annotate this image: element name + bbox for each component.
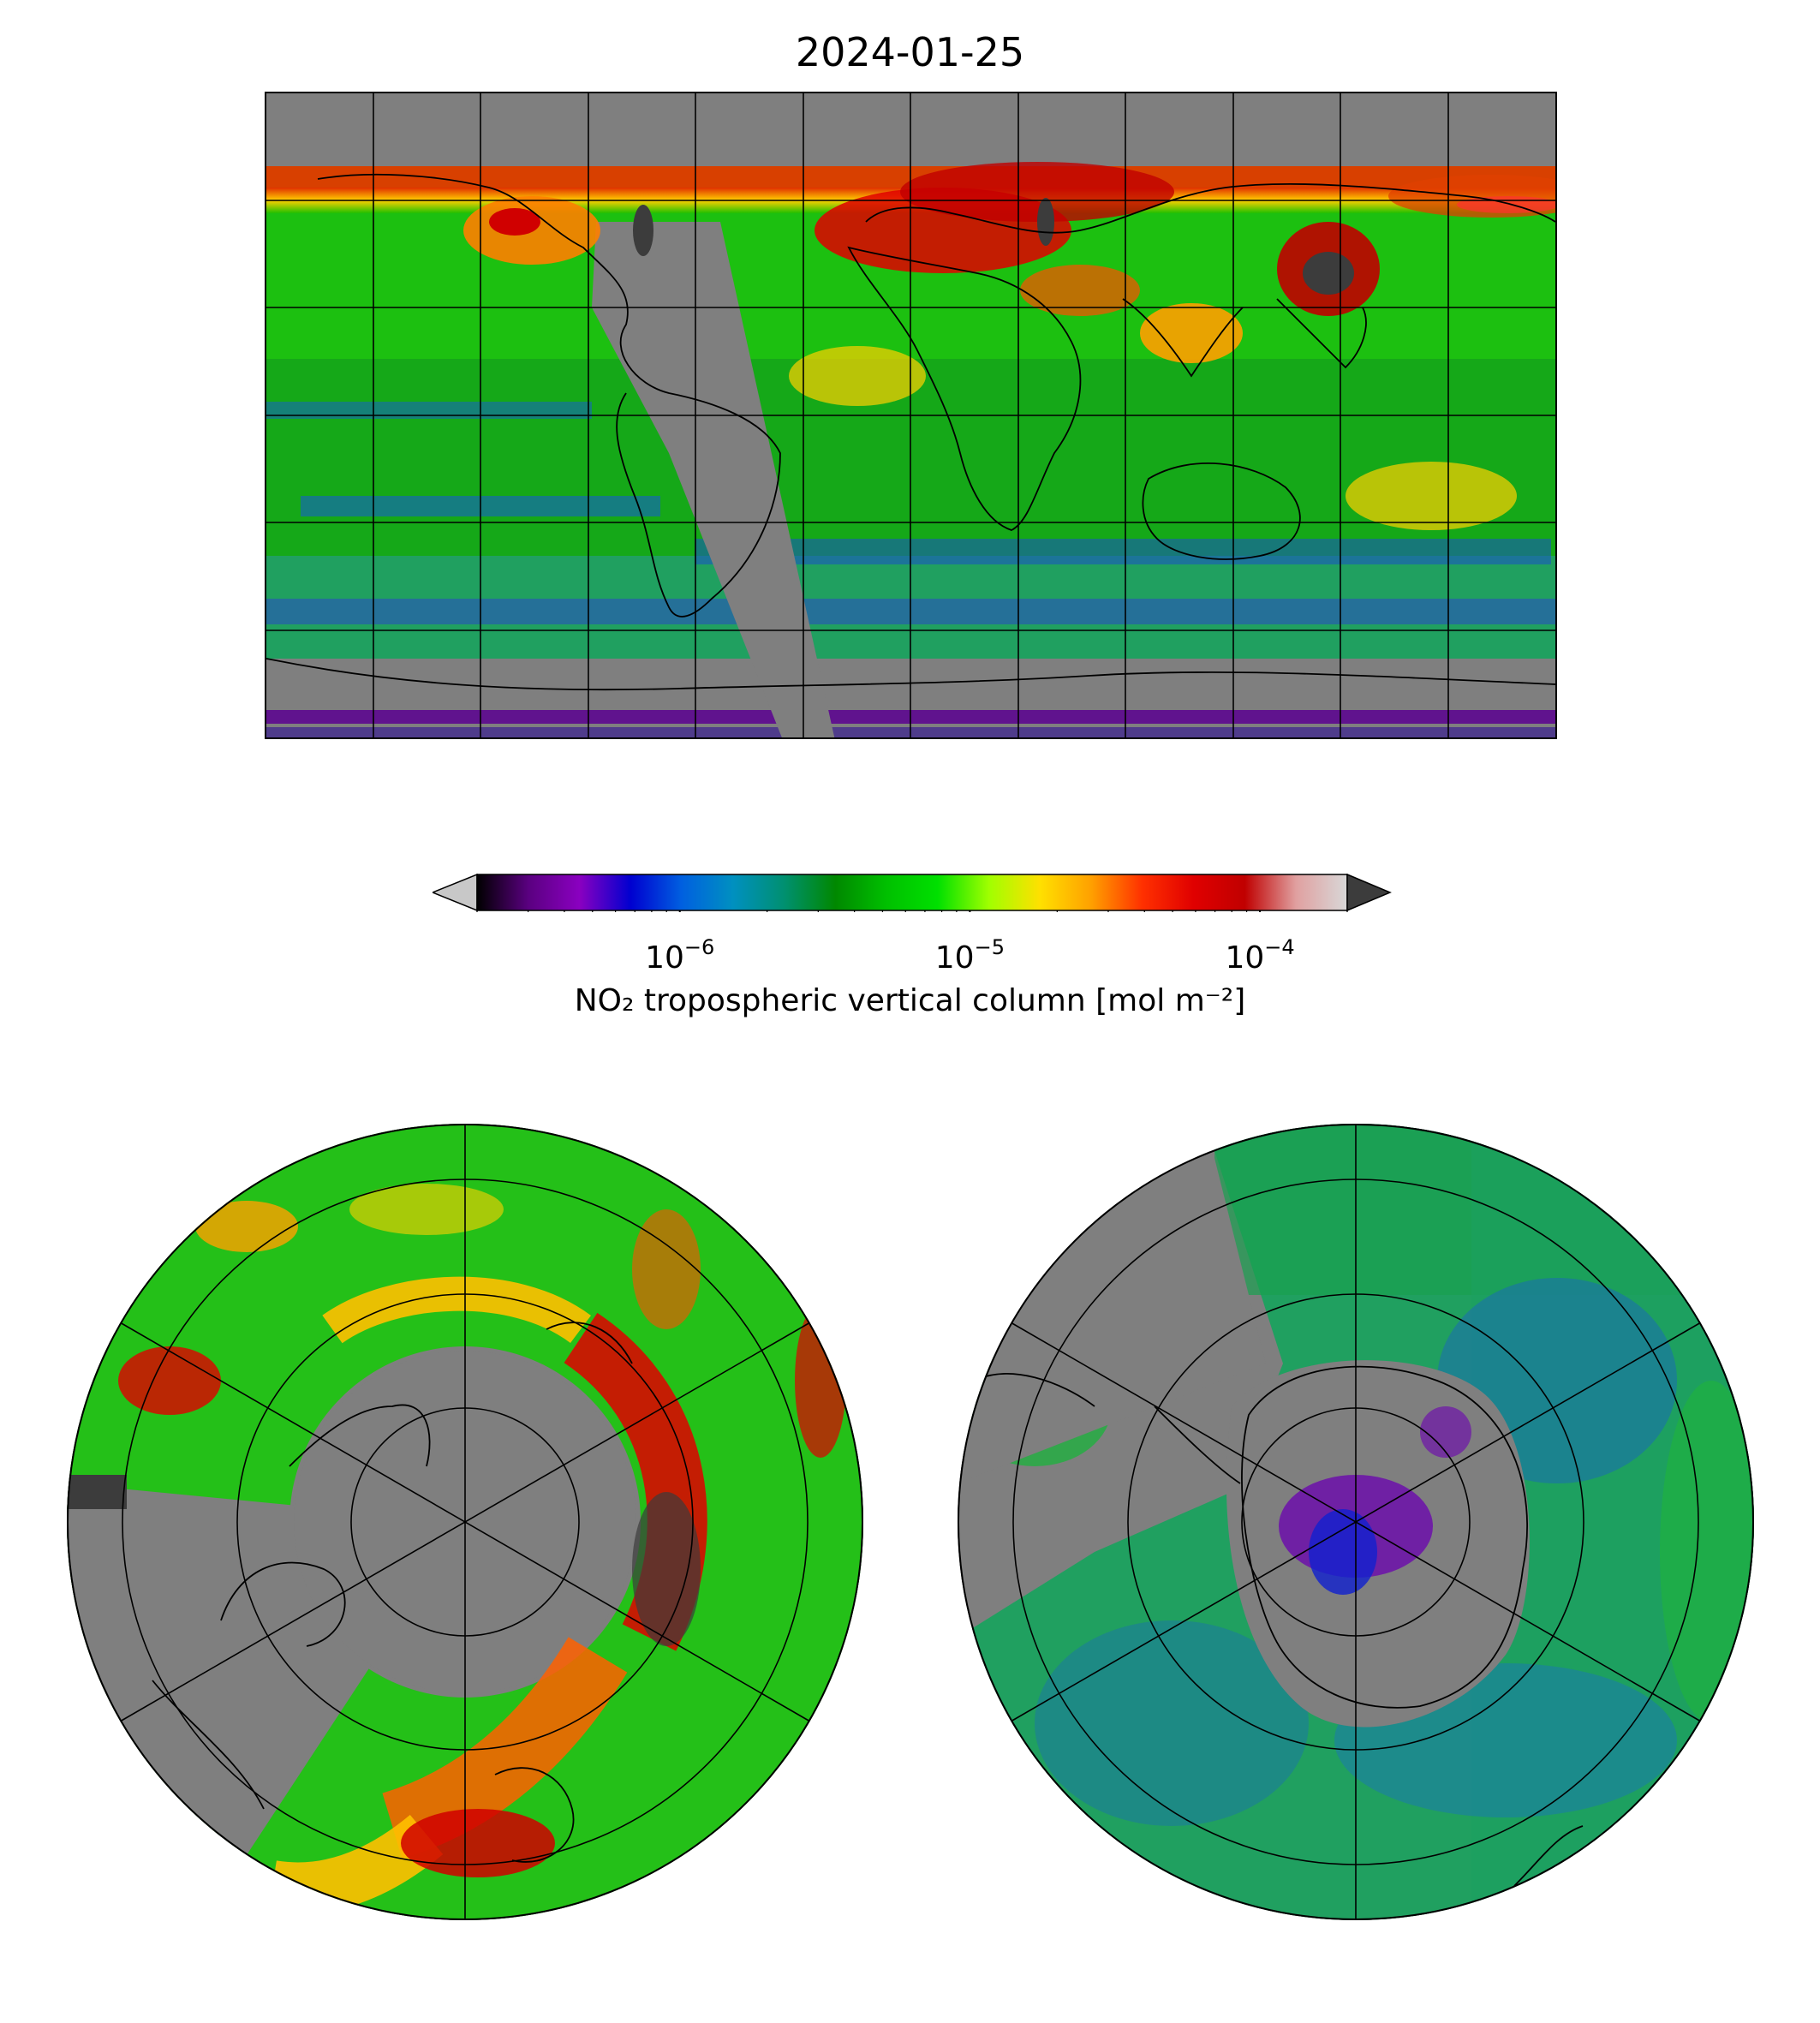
world-map-svg — [266, 93, 1555, 737]
colorbar-tick-label: 10−6 — [645, 935, 715, 976]
colorbar-extend-low — [433, 874, 478, 912]
colorbar-extend-high — [1346, 874, 1392, 912]
colorbar — [433, 874, 1392, 912]
colorbar-svg — [433, 874, 1392, 912]
colorbar-gradient — [476, 874, 1348, 911]
hotspot-australia — [1346, 462, 1517, 530]
north-polar-svg — [67, 1124, 863, 1920]
graticule — [266, 93, 1555, 737]
north-polar-map — [67, 1124, 863, 1920]
south-polar-coastlines — [974, 1365, 1584, 1887]
orbit-gap-swath — [592, 222, 835, 737]
hotspot-india — [1140, 303, 1243, 363]
colorbar-tick-label: 10−5 — [934, 935, 1005, 976]
south-polar-map — [958, 1124, 1754, 1920]
south-polar-svg — [958, 1124, 1754, 1920]
south-polar-graticule — [1010, 1124, 1702, 1920]
figure-title: 2024-01-25 — [795, 29, 1025, 75]
north-polar-graticule — [119, 1124, 811, 1920]
world-map — [265, 92, 1557, 739]
colorbar-label: NO₂ tropospheric vertical column [mol m⁻… — [574, 983, 1246, 1018]
colorbar-tick-label: 10−4 — [1225, 935, 1295, 976]
